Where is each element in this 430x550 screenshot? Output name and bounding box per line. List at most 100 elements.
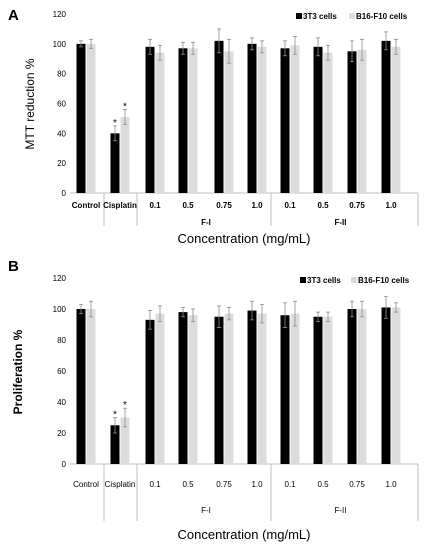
x-category-label: 0.1 (149, 201, 161, 210)
bar-b16f10 (391, 46, 401, 193)
bar-b16f10 (120, 417, 130, 464)
bar-3t3 (214, 316, 224, 464)
bar-3t3 (145, 46, 155, 193)
x-axis-title: Concentration (mg/mL) (178, 527, 311, 542)
x-group-label: F-I (201, 218, 211, 227)
x-category-label: 0.75 (216, 201, 232, 210)
chart-panel-b: B 0 20 40 60 80 100 120 Proliferation % * * Control… (8, 258, 419, 542)
y-tick-label: 80 (57, 70, 66, 79)
bar-3t3 (381, 40, 391, 193)
bar-b16f10 (290, 45, 300, 194)
x-category-label: Control (72, 201, 100, 210)
y-axis-title: Proliferation % (11, 329, 25, 414)
x-category-label: 1.0 (251, 201, 263, 210)
x-category-label: 0.5 (317, 480, 329, 489)
y-tick-label: 120 (53, 274, 67, 283)
legend-label: B16-F10 cells (356, 12, 408, 21)
bar-3t3 (313, 46, 323, 193)
bar-b16f10 (224, 51, 234, 193)
bar-3t3 (247, 43, 257, 194)
x-category-label: 0.1 (284, 201, 296, 210)
y-tick-label: 20 (57, 429, 66, 438)
bar-b16f10 (188, 315, 198, 464)
bar-b16f10 (188, 48, 198, 193)
bar-3t3 (280, 315, 290, 464)
y-tick-label: 0 (62, 460, 67, 469)
y-tick-label: 0 (62, 189, 67, 198)
bar-b16f10 (155, 313, 165, 464)
bar-b16f10 (357, 309, 367, 464)
bar-3t3 (178, 48, 188, 193)
x-category-label: 0.5 (317, 201, 329, 210)
significance-star: * (113, 118, 117, 129)
y-tick-label: 40 (57, 398, 66, 407)
y-tick-label: 20 (57, 159, 66, 168)
bar-b16f10 (257, 313, 267, 464)
x-category-label: 0.5 (182, 480, 194, 489)
legend: 3T3 cells B16-F10 cells (300, 276, 410, 285)
x-group-label: F-II (335, 218, 347, 227)
bar-3t3 (347, 309, 357, 464)
bar-b16f10 (257, 46, 267, 193)
x-category-label: 0.75 (216, 480, 232, 489)
y-tick-label: 60 (57, 100, 66, 109)
x-axis-title: Concentration (mg/mL) (178, 231, 311, 246)
bar-b16f10 (224, 313, 234, 464)
panel-letter: A (8, 7, 19, 24)
bar-3t3 (280, 48, 290, 193)
y-tick-label: 40 (57, 129, 66, 138)
legend-label: B16-F10 cells (358, 276, 410, 285)
y-tick-label: 100 (53, 305, 67, 314)
y-tick-label: 120 (53, 10, 67, 19)
bar-3t3 (145, 319, 155, 464)
x-category-label: 1.0 (385, 201, 397, 210)
y-axis-title: MTT reduction % (23, 58, 37, 149)
bar-3t3 (214, 40, 224, 193)
bar-b16f10 (357, 49, 367, 193)
legend-swatch (296, 13, 302, 19)
x-category-label: 1.0 (385, 480, 397, 489)
bar-3t3 (76, 309, 86, 464)
x-category-label: 0.75 (349, 201, 365, 210)
legend-swatch (349, 13, 355, 19)
bar-3t3 (110, 425, 120, 464)
panel-letter: B (8, 258, 19, 275)
bar-3t3 (110, 133, 120, 193)
x-category-label: 0.1 (284, 480, 296, 489)
bar-3t3 (313, 316, 323, 464)
bar-b16f10 (86, 309, 96, 464)
chart-panel-a: A 0 20 40 60 80 100 120 MTT reduction % * * Control… (8, 7, 419, 246)
bar-3t3 (76, 43, 86, 194)
legend: 3T3 cells B16-F10 cells (296, 12, 408, 21)
bar-b16f10 (323, 316, 333, 464)
x-category-label: Cisplatin (103, 201, 137, 210)
bar-b16f10 (155, 52, 165, 194)
x-group-label: F-I (201, 506, 211, 515)
bar-b16f10 (290, 313, 300, 464)
significance-star: * (113, 410, 117, 421)
y-tick-label: 60 (57, 367, 66, 376)
x-category-label: 1.0 (251, 480, 263, 489)
bar-3t3 (347, 51, 357, 193)
x-group-label: F-II (335, 506, 347, 515)
bar-3t3 (247, 310, 257, 464)
x-category-label: 0.1 (149, 480, 161, 489)
bar-3t3 (381, 307, 391, 464)
x-category-label: 0.75 (349, 480, 365, 489)
bar-b16f10 (120, 116, 130, 193)
x-category-label: Cisplatin (105, 480, 136, 489)
x-category-label: 0.5 (182, 201, 194, 210)
significance-star: * (123, 400, 127, 411)
bar-b16f10 (391, 307, 401, 464)
bar-b16f10 (323, 52, 333, 194)
legend-swatch (300, 277, 306, 283)
bar-3t3 (178, 312, 188, 464)
legend-label: 3T3 cells (307, 276, 341, 285)
legend-label: 3T3 cells (303, 12, 337, 21)
legend-swatch (351, 277, 357, 283)
x-category-label: Control (73, 480, 99, 489)
bar-b16f10 (86, 43, 96, 194)
y-tick-label: 80 (57, 336, 66, 345)
significance-star: * (123, 101, 127, 112)
